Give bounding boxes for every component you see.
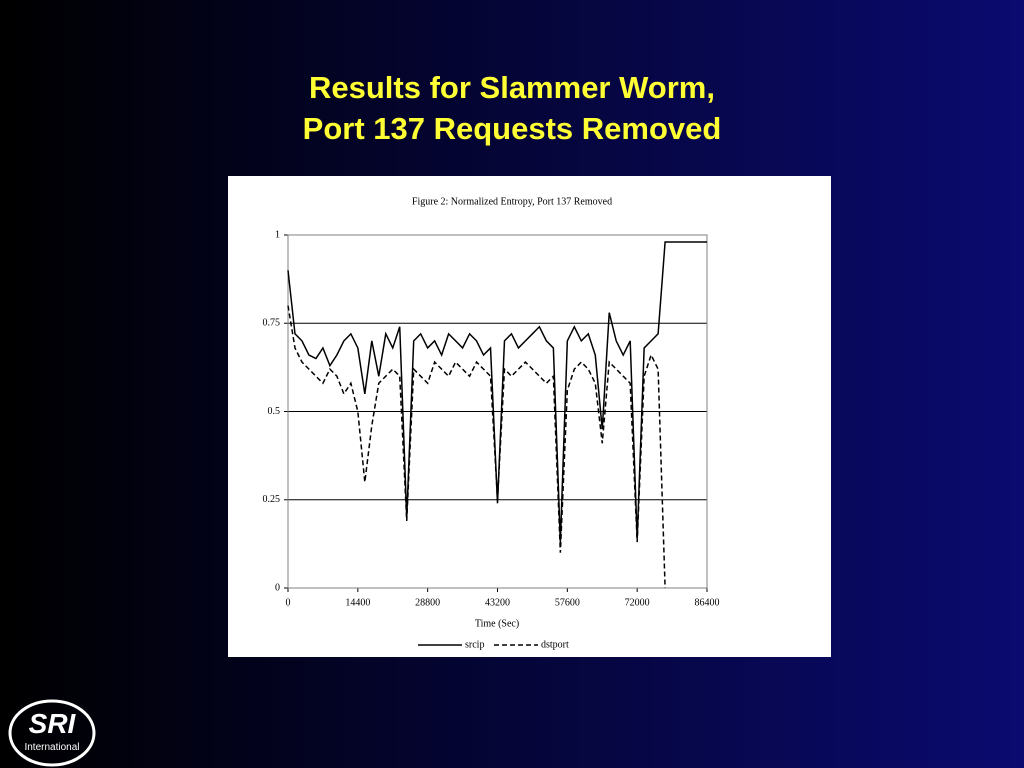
x-tick-label: 14400 [345, 597, 370, 608]
chart: Figure 2: Normalized Entropy, Port 137 R… [263, 196, 720, 650]
slide-title: Results for Slammer Worm, [309, 70, 715, 105]
logo: SRI International [8, 699, 96, 767]
series-line [287, 305, 666, 589]
x-tick-label: 57600 [555, 597, 580, 608]
y-tick-label: 0 [275, 582, 280, 593]
x-tick-label: 43200 [485, 597, 510, 608]
y-tick-label: 0.25 [263, 494, 281, 505]
x-tick-label: 28800 [415, 597, 440, 608]
x-tick-label: 72000 [625, 597, 650, 608]
y-tick-label: 1 [275, 229, 280, 240]
logo-text: SRI [29, 708, 77, 739]
logo-ring [8, 699, 96, 767]
slide-title: Port 137 Requests Removed [303, 111, 722, 146]
legend-label: srcip [465, 639, 484, 650]
plot-border [287, 234, 708, 589]
x-axis-label: Time (Sec) [475, 618, 519, 629]
x-tick-label: 0 [286, 597, 291, 608]
chart-panel [228, 176, 831, 657]
x-tick-label: 86400 [695, 597, 720, 608]
logo-subtitle: International [24, 742, 79, 753]
chart-title: Figure 2: Normalized Entropy, Port 137 R… [412, 196, 612, 207]
y-tick-label: 0.75 [263, 318, 281, 329]
legend-label: dstport [541, 639, 569, 650]
y-tick-label: 0.5 [268, 406, 281, 417]
